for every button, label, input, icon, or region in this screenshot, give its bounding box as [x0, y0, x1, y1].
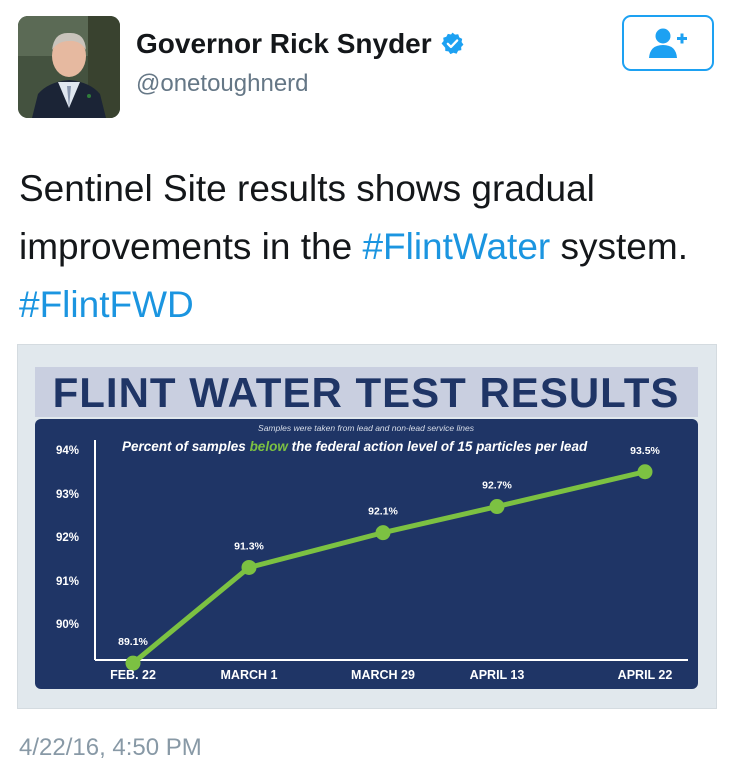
verified-badge-icon: [440, 31, 465, 56]
data-point: [375, 525, 391, 541]
avatar-image: [18, 16, 120, 118]
add-user-icon: [649, 28, 687, 58]
chart-panel: [35, 419, 698, 689]
hashtag-link-flintfwd[interactable]: #FlintFWD: [19, 284, 194, 325]
tweet-media-image[interactable]: FLINT WATER TEST RESULTS Samples were ta…: [17, 344, 717, 709]
avatar[interactable]: [18, 16, 120, 118]
data-label: 91.3%: [234, 540, 264, 552]
chart-note: Samples were taken from lead and non-lea…: [258, 423, 475, 433]
tweet-timestamp[interactable]: 4/22/16, 4:50 PM: [19, 734, 202, 761]
chart-subtitle: Percent of samples below the federal act…: [122, 439, 588, 454]
tweet-text-part1: Sentinel Site results shows gradual impr…: [19, 168, 595, 267]
data-label: 89.1%: [118, 636, 148, 648]
y-tick-label: 91%: [56, 576, 79, 588]
follow-button[interactable]: [622, 15, 714, 71]
tweet-text: Sentinel Site results shows gradual impr…: [19, 160, 709, 334]
author-handle[interactable]: @onetoughnerd: [136, 70, 309, 97]
y-tick-label: 94%: [56, 445, 79, 457]
chart: FLINT WATER TEST RESULTS Samples were ta…: [35, 367, 698, 689]
data-point: [125, 655, 141, 671]
data-point: [489, 499, 505, 515]
tweet-text-part2: system.: [550, 226, 688, 267]
x-tick-label: FEB. 22: [110, 668, 156, 682]
data-point: [637, 464, 653, 480]
chart-title: FLINT WATER TEST RESULTS: [53, 369, 680, 416]
x-tick-label: APRIL 22: [618, 668, 673, 682]
author-name[interactable]: Governor Rick Snyder: [136, 28, 432, 59]
chart-subtitle-after: the federal action level of 15 particles…: [288, 439, 588, 454]
author-name-row[interactable]: Governor Rick Snyder: [136, 28, 465, 60]
y-tick-label: 90%: [56, 619, 79, 631]
hashtag-link-flintwater[interactable]: #FlintWater: [362, 226, 551, 267]
x-tick-label: MARCH 1: [221, 668, 278, 682]
data-label: 92.7%: [482, 480, 512, 492]
data-label: 92.1%: [368, 506, 398, 518]
chart-title-band: [35, 367, 698, 417]
x-tick-label: MARCH 29: [351, 668, 415, 682]
y-tick-label: 92%: [56, 532, 79, 544]
data-label: 93.5%: [630, 445, 660, 457]
data-point: [241, 559, 257, 575]
chart-subtitle-before: Percent of samples: [122, 439, 250, 454]
x-tick-label: APRIL 13: [470, 668, 525, 682]
chart-subtitle-highlight: below: [250, 439, 290, 454]
y-tick-label: 93%: [56, 489, 79, 501]
